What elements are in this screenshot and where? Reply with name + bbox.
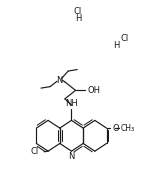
- Text: N: N: [56, 76, 62, 84]
- Text: H: H: [114, 41, 120, 50]
- Text: Cl: Cl: [121, 34, 129, 43]
- Text: NH: NH: [65, 99, 78, 108]
- Text: Cl: Cl: [74, 6, 82, 15]
- Text: CH₃: CH₃: [121, 124, 135, 132]
- Text: Cl: Cl: [31, 147, 39, 156]
- Text: O: O: [112, 124, 119, 132]
- Text: OH: OH: [87, 86, 100, 95]
- Text: N: N: [68, 152, 75, 161]
- Text: H: H: [75, 14, 81, 23]
